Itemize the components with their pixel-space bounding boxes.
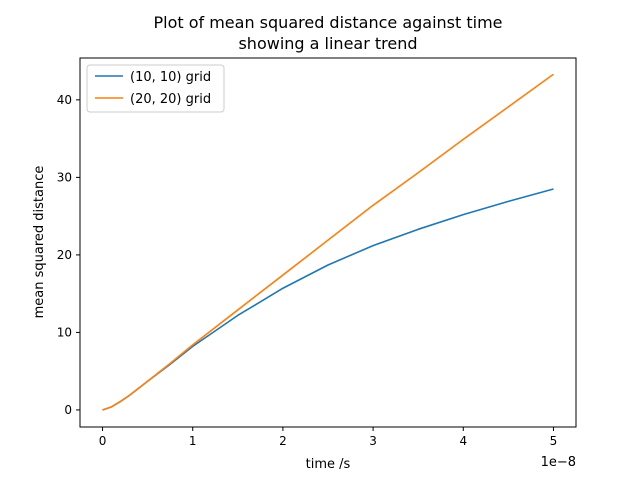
series-layer	[102, 73, 554, 411]
y-tick-label: 30	[57, 170, 72, 184]
x-axis-offset-text: 1e−8	[541, 455, 576, 470]
x-axis-ticks: 0 1 2 3 4 5	[99, 427, 558, 448]
y-tick-label: 0	[64, 403, 72, 417]
x-axis-label: time /s	[306, 457, 351, 472]
x-tick-label: 1	[189, 434, 197, 448]
chart-title-line-2: showing a linear trend	[238, 34, 417, 53]
x-tick-label: 3	[369, 434, 377, 448]
legend-label-series-1: (10, 10) grid	[130, 70, 211, 85]
x-tick-label: 4	[459, 434, 467, 448]
plot-frame	[79, 57, 577, 428]
y-tick-label: 40	[57, 93, 72, 107]
y-tick-label: 20	[57, 248, 72, 262]
x-tick-label: 5	[550, 434, 558, 448]
series-line-1	[102, 188, 554, 411]
legend-label-series-2: (20, 20) grid	[130, 92, 211, 107]
y-tick-label: 10	[57, 325, 72, 339]
series-line-2	[102, 73, 554, 411]
x-tick-label: 0	[99, 434, 107, 448]
chart-title-line-1: Plot of mean squared distance against ti…	[153, 13, 502, 32]
y-axis-ticks: 0 10 20 30 40	[57, 93, 80, 417]
y-axis-label: mean squared distance	[32, 166, 47, 319]
x-tick-label: 2	[279, 434, 287, 448]
legend: (10, 10) grid (20, 20) grid	[86, 64, 225, 113]
